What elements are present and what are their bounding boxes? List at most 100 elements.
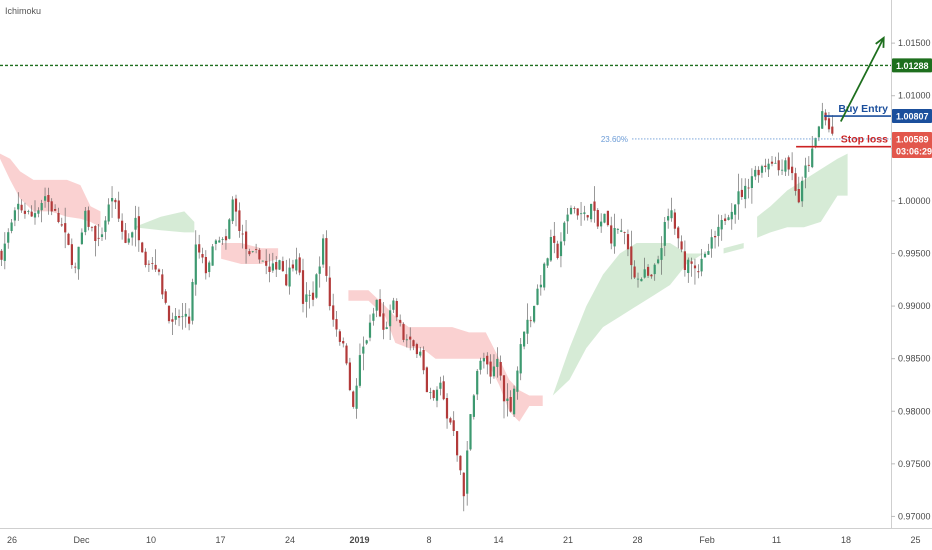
- candle-body: [70, 244, 73, 265]
- buy-entry-label: Buy Entry: [838, 103, 888, 115]
- candle: [640, 277, 643, 282]
- candle: [281, 256, 284, 272]
- candle: [134, 205, 137, 247]
- candle-body: [563, 222, 566, 242]
- candle: [365, 339, 368, 345]
- candle: [744, 178, 747, 209]
- candle: [27, 209, 30, 215]
- candle: [198, 234, 201, 259]
- candle: [787, 155, 790, 176]
- candle: [506, 383, 509, 417]
- candle-body: [218, 240, 221, 243]
- candle-body: [784, 160, 787, 172]
- candle-body: [318, 266, 321, 274]
- candle-body: [181, 316, 184, 318]
- candle: [804, 157, 807, 189]
- candle: [580, 202, 583, 226]
- candle-body: [375, 299, 378, 311]
- candle-body: [27, 211, 30, 212]
- candle: [50, 198, 53, 216]
- candle: [355, 378, 358, 419]
- candle: [94, 225, 97, 257]
- candle: [7, 228, 10, 249]
- candle: [734, 204, 737, 224]
- candle-body: [760, 166, 764, 173]
- candle: [121, 213, 124, 240]
- x-tick-label: 18: [841, 535, 851, 545]
- candle-body: [714, 236, 717, 238]
- candle-body: [647, 266, 650, 276]
- candle-body: [777, 160, 780, 171]
- candle-body: [288, 267, 291, 287]
- candle: [332, 293, 335, 327]
- candle: [137, 206, 140, 252]
- candle: [452, 411, 455, 436]
- candle: [657, 255, 660, 265]
- candle: [724, 213, 727, 225]
- candle-body: [653, 264, 656, 275]
- candle: [445, 393, 449, 429]
- candle: [184, 303, 187, 328]
- candle-body: [710, 237, 713, 249]
- candle: [466, 441, 469, 506]
- candle-body: [730, 211, 733, 220]
- candle-body: [57, 213, 60, 222]
- candle-body: [3, 243, 6, 261]
- candle: [777, 152, 780, 176]
- candle: [40, 199, 43, 223]
- candle-body: [670, 210, 673, 219]
- candle: [67, 232, 70, 246]
- candle-body: [221, 239, 224, 240]
- candle: [392, 297, 395, 313]
- candle: [238, 202, 241, 238]
- candle-body: [114, 199, 117, 203]
- current-price-box: [892, 131, 932, 158]
- candle: [673, 208, 676, 235]
- candle-body: [134, 217, 137, 230]
- candle-body: [449, 418, 452, 423]
- candle: [486, 352, 489, 375]
- candle-body: [516, 370, 519, 392]
- price-axis[interactable]: 0.97000 0.97500 0.98000 0.98500 0.99000 0.995…: [891, 0, 932, 528]
- candle: [606, 210, 609, 227]
- candle: [529, 316, 532, 328]
- candle: [248, 248, 251, 257]
- candle-body: [208, 262, 211, 272]
- candle-body: [462, 472, 465, 497]
- candle: [348, 357, 351, 392]
- candle-body: [332, 305, 335, 320]
- arrow-head: [875, 36, 885, 48]
- candle: [20, 199, 23, 213]
- candle-body: [23, 210, 26, 214]
- candle-body: [486, 355, 489, 365]
- candle-body: [54, 209, 57, 211]
- candle-body: [147, 263, 150, 265]
- candle-body: [191, 282, 194, 321]
- candle-body: [305, 294, 308, 302]
- candle-body: [141, 242, 144, 253]
- candle: [600, 213, 603, 233]
- stop-loss-label: Stop loss: [841, 134, 888, 146]
- candle: [104, 216, 107, 240]
- candle: [456, 431, 459, 462]
- candle-body: [395, 301, 398, 318]
- candle-body: [626, 234, 630, 250]
- candle-body: [502, 375, 506, 402]
- candle-body: [425, 367, 428, 393]
- candle: [402, 322, 405, 343]
- candle: [37, 207, 40, 218]
- candle-body: [787, 157, 790, 170]
- x-tick-label: 2019: [349, 535, 369, 545]
- candle: [784, 157, 787, 176]
- candle: [536, 284, 539, 306]
- candle-body: [0, 250, 3, 260]
- time-axis[interactable]: 26 Dec 10 17 24 2019 8 14 21 28 Feb 11 18 25: [0, 528, 932, 546]
- chart-title: Ichimoku: [5, 6, 41, 16]
- y-tick-label: 1.00000: [898, 196, 931, 206]
- candle: [178, 309, 181, 327]
- candle-body: [365, 340, 368, 344]
- candle: [559, 232, 563, 268]
- target-price-tag-text: 1.01288: [896, 61, 929, 71]
- candle-body: [167, 305, 171, 322]
- candle: [191, 278, 194, 325]
